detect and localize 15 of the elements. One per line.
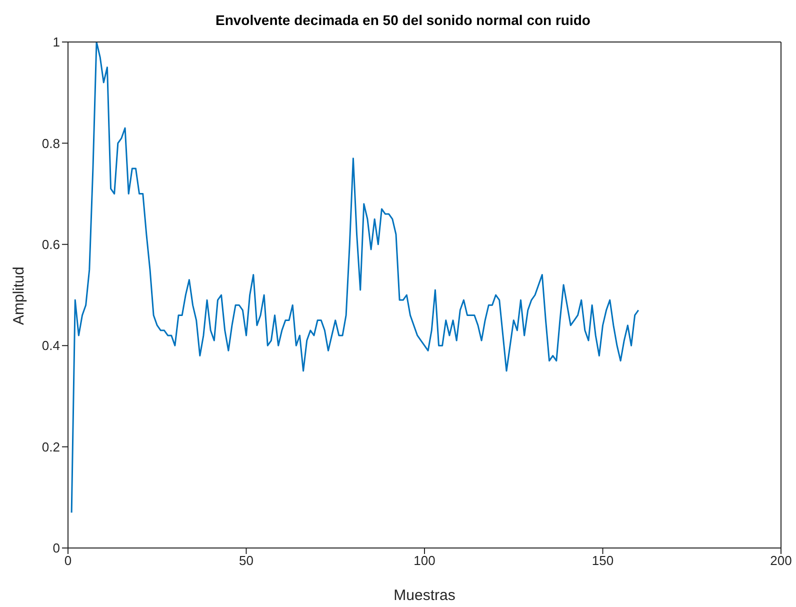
- x-tick-label: 100: [414, 553, 436, 568]
- y-tick-label: 0.2: [42, 439, 60, 454]
- y-tick-label: 0: [52, 540, 60, 556]
- x-tick-label: 0: [64, 553, 72, 568]
- y-tick-label: 1: [52, 34, 60, 50]
- y-tick-label: 0.4: [42, 338, 60, 354]
- line-series: [70, 42, 640, 514]
- y-axis-title: Amplitud: [10, 266, 28, 325]
- x-tick-label: 50: [239, 553, 254, 568]
- x-axis-title: Muestras: [394, 587, 456, 604]
- y-tick-label: 0.8: [42, 136, 60, 151]
- x-tick-label: 200: [770, 553, 792, 568]
- chart-title: Envolvente decimada en 50 del sonido normal con ruido: [214, 12, 592, 28]
- y-tick-label: 0.6: [42, 237, 60, 252]
- x-tick-label: 150: [592, 553, 614, 568]
